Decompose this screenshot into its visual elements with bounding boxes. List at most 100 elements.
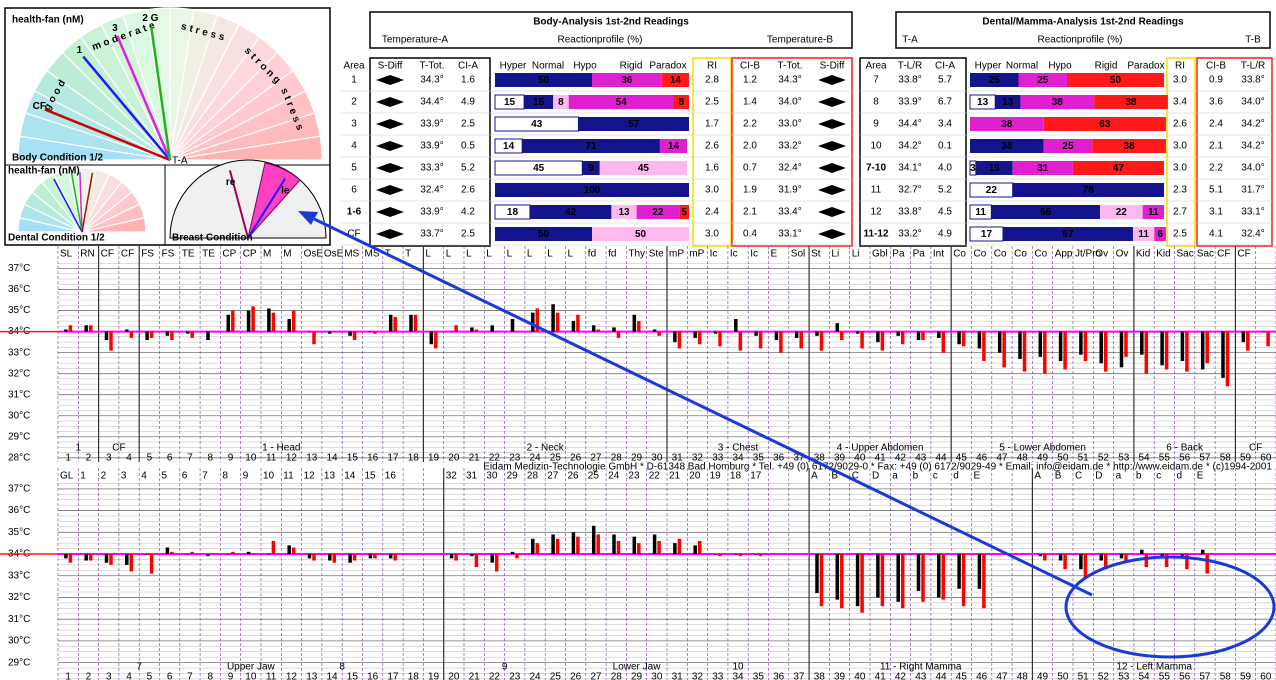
group-label: T-A — [902, 35, 918, 46]
column-label: L — [547, 249, 553, 260]
segment-label: 50 — [635, 229, 647, 240]
temp-bar — [69, 554, 73, 563]
temp-bar — [369, 554, 373, 558]
temp-bar — [572, 532, 576, 554]
column-header: S-Diff — [820, 61, 845, 72]
x-tick-label: 41 — [875, 672, 887, 680]
temp-bar — [1079, 554, 1083, 569]
temp-bar — [820, 332, 824, 351]
x-tick-label: 10 — [245, 453, 257, 464]
segment-label: 25 — [1037, 75, 1049, 86]
x-tick-label: 47 — [996, 672, 1008, 680]
column-label: App — [1055, 249, 1073, 260]
temp-bar — [754, 332, 758, 336]
x-tick-label: 44 — [935, 672, 947, 680]
temp-bar — [490, 325, 494, 331]
area-cell: 7 — [873, 75, 879, 86]
temp-bar — [1140, 550, 1144, 554]
temp-bar — [1099, 554, 1103, 561]
temp-bar — [475, 554, 479, 567]
temp-bar — [714, 554, 718, 555]
cell: 0.5 — [461, 141, 475, 152]
needle-label: 3 — [112, 23, 118, 34]
x-tick-label: 21 — [469, 672, 481, 680]
group-label: Reactionprofile (%) — [557, 35, 642, 46]
temp-bar — [739, 554, 743, 556]
x-tick-label: 36 — [773, 672, 785, 680]
temp-bar — [145, 332, 149, 340]
temp-bar — [572, 321, 576, 332]
temp-bar — [836, 554, 840, 600]
cell: 33.8° — [898, 75, 921, 86]
cell: 2.5 — [461, 229, 475, 240]
temp-bar — [1018, 332, 1022, 359]
column-label: OsE — [304, 249, 324, 260]
segment-label: 14 — [503, 141, 515, 152]
cell: 2.0 — [743, 141, 757, 152]
cell: 5.1 — [1209, 185, 1223, 196]
cell: 3.4 — [938, 119, 952, 130]
cell: 2.1 — [1209, 141, 1223, 152]
cell: 3.1 — [1209, 207, 1223, 218]
column-label: a — [892, 471, 898, 482]
x-tick-label: 17 — [387, 453, 399, 464]
cell: 2.6 — [1173, 119, 1187, 130]
column-header: Hyper — [975, 61, 1002, 72]
temp-bar — [998, 332, 1002, 353]
column-label: 19 — [710, 471, 722, 482]
temp-bar — [1120, 332, 1124, 368]
page: health-fan (nM)T-ABody Condition 1/2good… — [0, 0, 1276, 680]
cell: 2.4 — [705, 207, 719, 218]
segment-label: 50 — [1110, 75, 1122, 86]
x-tick-label: 1 — [65, 453, 71, 464]
column-label: mP — [689, 249, 704, 260]
x-tick-label: 57 — [1199, 672, 1211, 680]
x-tick-label: 10 — [245, 672, 257, 680]
column-header: T-L/R — [1241, 61, 1265, 72]
region-label: 7 — [136, 662, 142, 673]
temp-bar — [978, 554, 982, 589]
temp-bar — [312, 554, 316, 561]
temp-bar — [515, 332, 519, 333]
column-label: 20 — [689, 471, 701, 482]
column-label: M — [263, 249, 271, 260]
x-tick-label: 42 — [895, 672, 907, 680]
region-label: 8 — [339, 662, 345, 673]
x-tick-label: 13 — [306, 672, 318, 680]
temp-bar — [206, 554, 210, 556]
column-label: 4 — [141, 471, 147, 482]
temp-bar — [779, 332, 783, 353]
y-tick-label: 31°C — [8, 389, 30, 400]
cell: 2.1 — [743, 207, 757, 218]
column-label: OsE — [324, 249, 344, 260]
temp-bar — [389, 554, 393, 558]
column-label: Pa — [892, 249, 905, 260]
temp-bar — [251, 554, 255, 555]
cell: 33.1° — [778, 229, 801, 240]
x-tick-label: 45 — [956, 672, 968, 680]
temp-bar — [836, 323, 840, 331]
temp-bar — [227, 315, 231, 332]
fan-title: health-fan (nM) — [12, 15, 84, 26]
cell: 2.8 — [705, 75, 719, 86]
temp-bar — [596, 534, 600, 554]
temp-bar — [962, 332, 966, 347]
temp-bar — [206, 332, 210, 340]
temp-bar — [957, 332, 961, 345]
column-label: C — [1075, 471, 1082, 482]
cell: 1.4 — [743, 97, 757, 108]
temp-bar — [130, 332, 134, 338]
column-label: A — [811, 471, 818, 482]
x-tick-label: 15 — [347, 453, 359, 464]
region-label: CF — [112, 443, 125, 454]
temp-bar — [247, 552, 251, 554]
temp-bar — [450, 554, 454, 558]
column-label: Co — [994, 249, 1007, 260]
temp-bar — [1221, 332, 1225, 378]
temp-bar — [292, 311, 296, 332]
temp-bar — [576, 315, 580, 332]
x-tick-label: 5 — [147, 672, 153, 680]
temp-bar — [1002, 332, 1006, 368]
column-label: T — [405, 249, 411, 260]
column-label: Thy — [628, 249, 645, 260]
